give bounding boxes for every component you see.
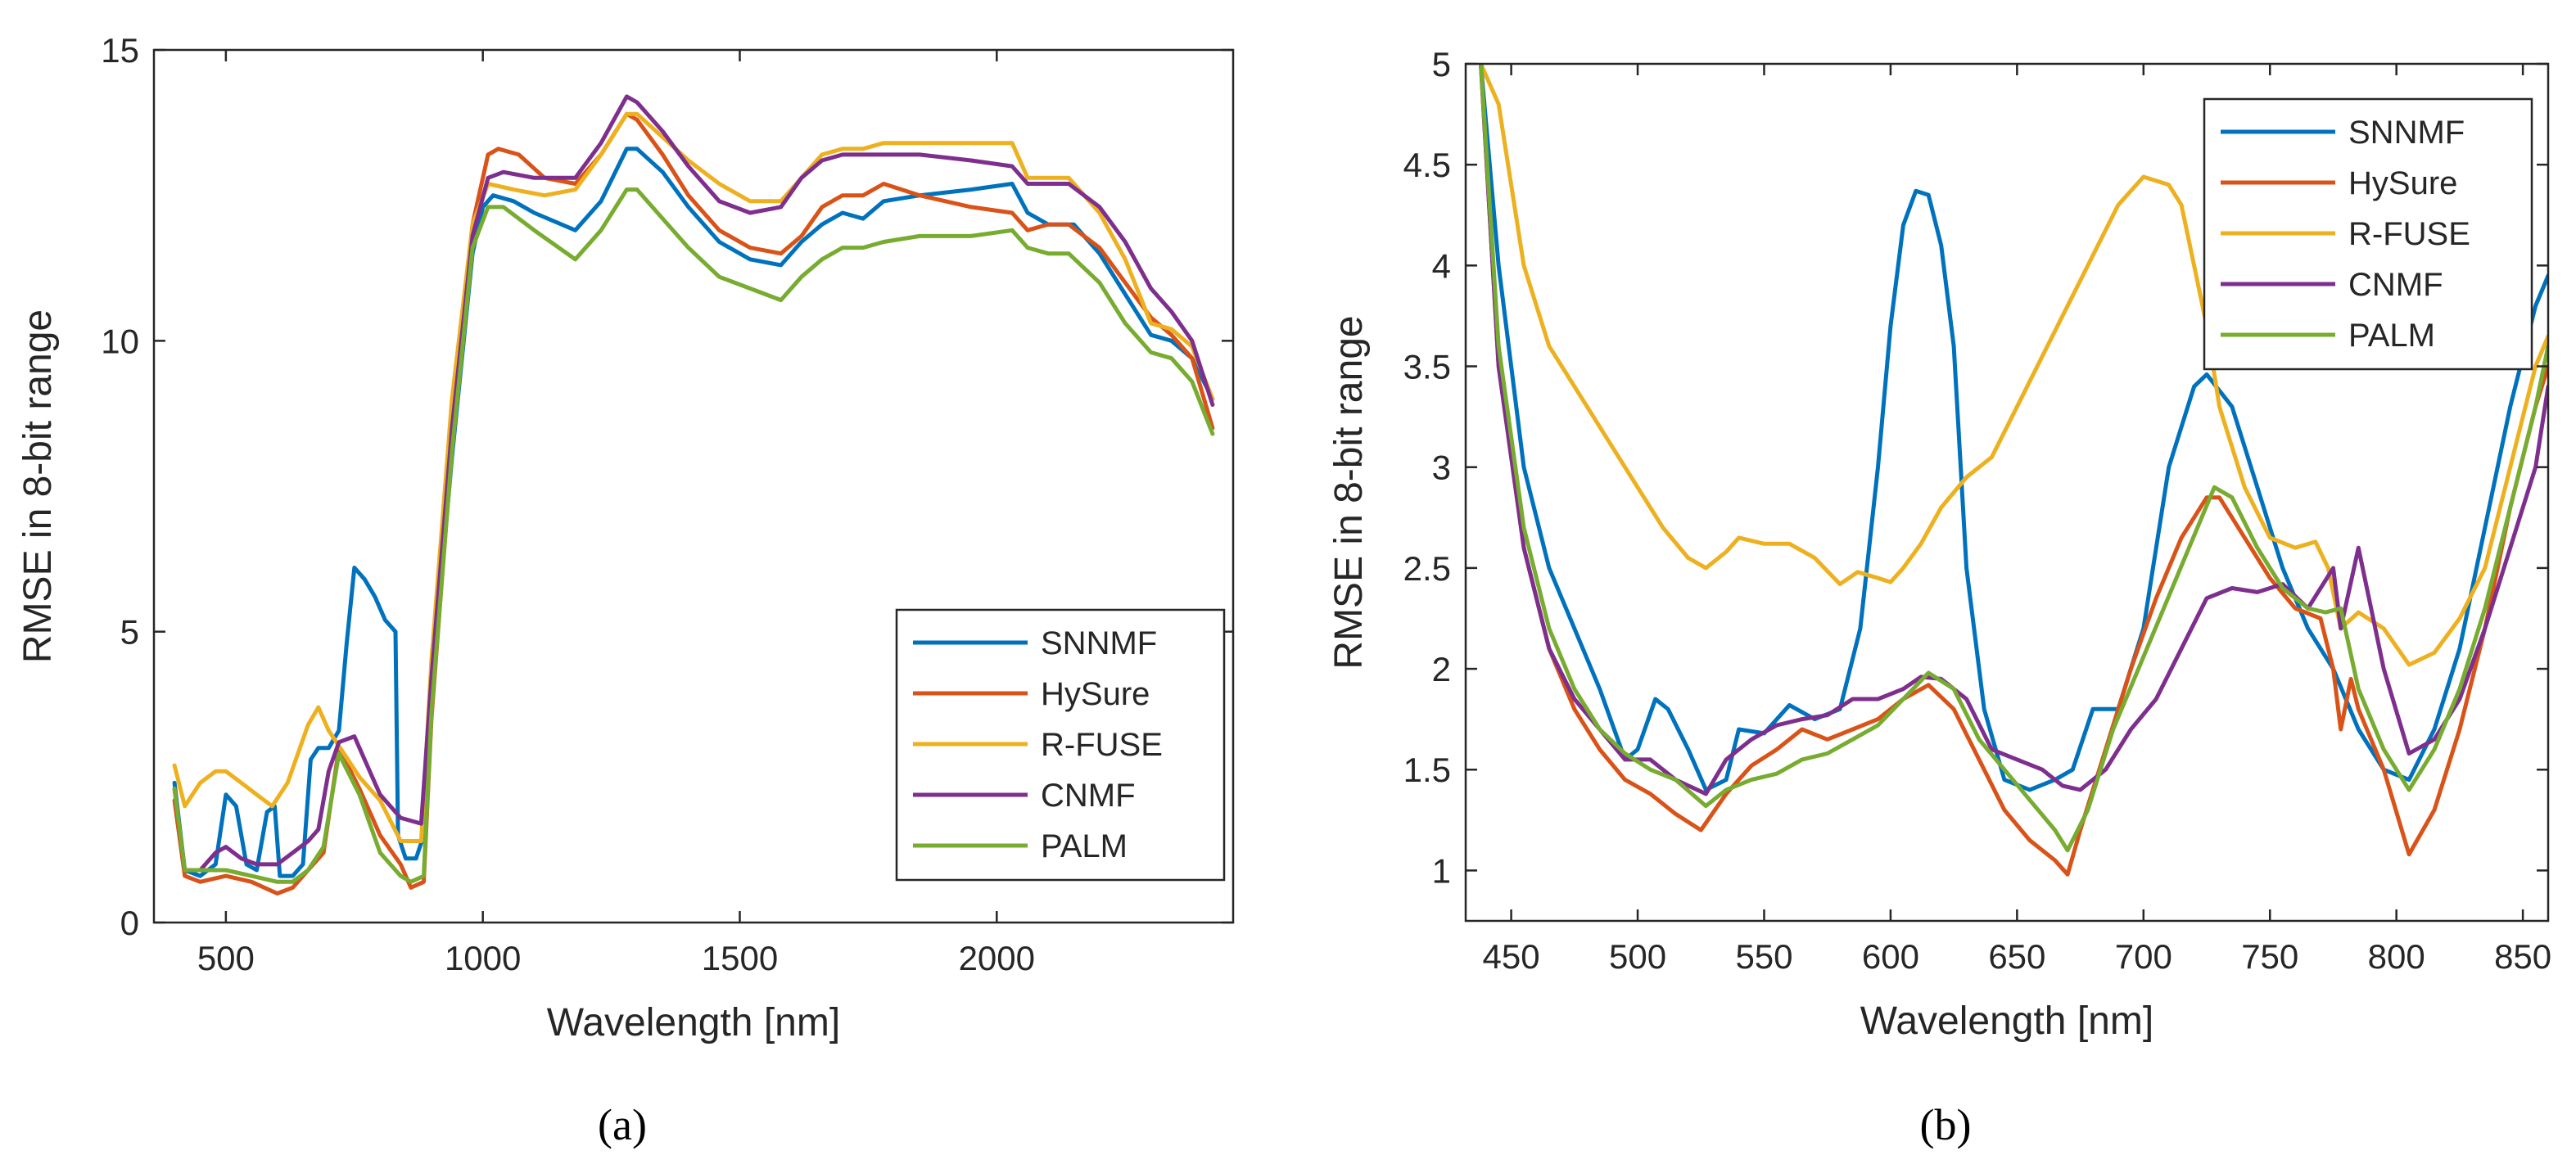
y-tick-label: 2.5 <box>1403 549 1451 588</box>
x-tick-label: 500 <box>1609 937 1666 976</box>
y-axis-label: RMSE in 8-bit range <box>1327 315 1371 669</box>
x-axis-label: Wavelength [nm] <box>547 1001 840 1044</box>
series-line-r-fuse <box>1479 64 2548 667</box>
series-lines <box>1479 64 2548 877</box>
panel-caption: (a) <box>598 1100 647 1149</box>
y-tick-label: 3 <box>1432 449 1451 487</box>
x-tick-label: 550 <box>1735 937 1792 976</box>
x-tick-label: 750 <box>2241 937 2298 976</box>
y-tick-label: 10 <box>101 322 139 360</box>
legend-label-palm: PALM <box>1041 828 1128 864</box>
series-line-palm <box>1479 64 2548 853</box>
x-tick-label: 700 <box>2115 937 2172 976</box>
x-tick-label: 650 <box>1988 937 2045 976</box>
legend-label-cnmf: CNMF <box>1041 778 1136 814</box>
y-tick-label: 0 <box>120 904 139 942</box>
axes-box <box>152 48 1235 924</box>
x-tick-label: 2000 <box>959 939 1035 977</box>
series-line-palm <box>172 187 1215 884</box>
legend-label-hysure: HySure <box>2348 165 2457 201</box>
x-tick-label: 850 <box>2494 937 2551 976</box>
y-tick-label: 5 <box>120 613 139 652</box>
x-tick-label: 450 <box>1483 937 1540 976</box>
y-tick-label: 3.5 <box>1403 348 1451 386</box>
legend-label-r-fuse: R-FUSE <box>2348 216 2470 252</box>
x-tick-label: 600 <box>1862 937 1919 976</box>
series-lines <box>172 94 1215 896</box>
legend-label-palm: PALM <box>2348 318 2435 354</box>
legend: SNNMF HySure R-FUSE CNMF PALM <box>2203 97 2533 371</box>
axes-box <box>1464 62 2550 923</box>
panel-a: 500 1000 1500 2000 0 5 10 15 Wavelength [nm] RMSE… <box>16 31 1235 1149</box>
y-tick-label: 5 <box>1432 45 1451 83</box>
legend-label-cnmf: CNMF <box>2348 267 2443 303</box>
y-tick-label: 4 <box>1432 246 1451 285</box>
x-axis-label: Wavelength [nm] <box>1860 999 2153 1043</box>
x-tick-label: 500 <box>197 939 255 977</box>
x-tick-label: 1500 <box>702 939 778 977</box>
y-tick-label: 2 <box>1432 650 1451 688</box>
y-axis-label: RMSE in 8-bit range <box>16 309 60 663</box>
series-line-cnmf <box>172 94 1215 873</box>
legend-label-snnmf: SNNMF <box>2348 115 2465 151</box>
legend: SNNMF HySure R-FUSE CNMF PALM <box>895 608 1226 882</box>
x-tick-label: 800 <box>2368 937 2425 976</box>
legend-label-hysure: HySure <box>1041 676 1150 712</box>
panel-b: 450 500 550 600 650 700 750 800 850 1 1.5 2 2.5 3 3.5 4… <box>1327 45 2551 1149</box>
y-tick-label: 1.5 <box>1403 751 1451 789</box>
legend-label-snnmf: SNNMF <box>1041 625 1157 661</box>
y-tick-label: 1 <box>1432 851 1451 890</box>
series-line-hysure <box>1479 64 2548 877</box>
panel-caption: (b) <box>1920 1100 1972 1149</box>
legend-label-r-fuse: R-FUSE <box>1041 727 1163 763</box>
x-tick-label: 1000 <box>445 939 521 977</box>
y-tick-label: 15 <box>101 31 139 70</box>
series-line-cnmf <box>1479 64 2548 796</box>
y-tick-label: 4.5 <box>1403 146 1451 184</box>
series-line-r-fuse <box>172 111 1215 843</box>
